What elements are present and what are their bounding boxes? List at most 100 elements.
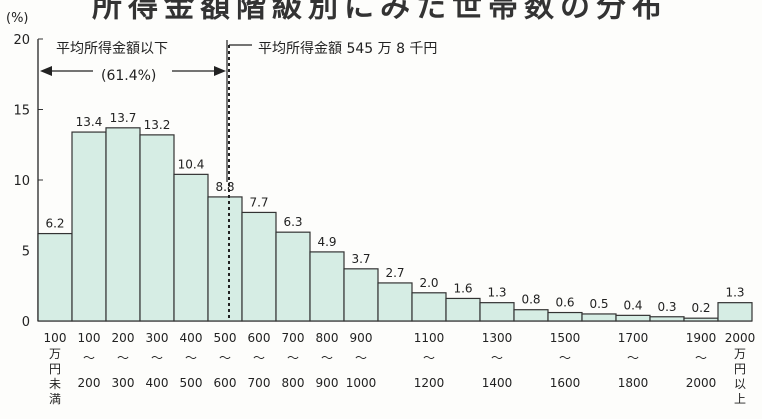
x-tick-label-bottom: 1800 <box>618 376 649 390</box>
value-label: 1.3 <box>725 286 744 300</box>
x-tick-label-bottom: 500 <box>180 376 203 390</box>
x-tick-label-bottom: 400 <box>146 376 169 390</box>
below-average-label: 平均所得金額以下 <box>56 40 168 57</box>
value-label: 3.7 <box>351 252 370 266</box>
value-label: 4.9 <box>317 235 336 249</box>
bar <box>411 292 447 322</box>
x-tick-label-top: 1700 <box>618 331 649 345</box>
x-tick-label-bottom: 600 <box>214 376 237 390</box>
x-tick-label-range: 〜 <box>695 351 707 365</box>
bar <box>139 134 175 322</box>
y-tick-label: 5 <box>22 245 30 260</box>
bar <box>71 131 107 322</box>
x-tick-label-top: 100 <box>78 331 101 345</box>
x-tick-label-vertical: 以 <box>734 377 746 391</box>
bar <box>649 316 685 322</box>
value-label: 6.2 <box>45 217 64 231</box>
bar <box>207 196 243 322</box>
x-tick-label-top: 300 <box>146 331 169 345</box>
x-tick-label-top: 1900 <box>686 331 717 345</box>
x-tick-label-bottom: 1600 <box>550 376 581 390</box>
x-tick-label-range: 〜 <box>185 351 197 365</box>
x-tick-label-bottom: 900 <box>316 376 339 390</box>
bar <box>445 297 481 322</box>
bar <box>615 314 651 322</box>
x-tick-label-vertical: 上 <box>734 392 746 406</box>
value-label: 0.2 <box>691 301 710 315</box>
bar <box>173 173 209 322</box>
bar <box>275 231 311 322</box>
x-tick-label-top: 400 <box>180 331 203 345</box>
x-tick-label-range: 〜 <box>627 351 639 365</box>
x-tick-label-top: 2000 <box>725 331 756 345</box>
x-tick-label-top: 100 <box>44 331 67 345</box>
x-tick-label-bottom: 700 <box>248 376 271 390</box>
bar <box>241 211 277 322</box>
bar <box>309 251 345 322</box>
value-label: 0.4 <box>623 298 642 312</box>
value-label: 1.3 <box>487 286 506 300</box>
bar <box>105 127 141 322</box>
x-tick-label-bottom: 2000 <box>686 376 717 390</box>
annotations: 平均所得金額以下 (61.4%) 平均所得金額 545 万 8 千円 <box>37 40 437 321</box>
x-tick-label-top: 1500 <box>550 331 581 345</box>
value-label: 0.3 <box>657 300 676 314</box>
below-average-share: (61.4%) <box>101 68 156 84</box>
value-label: 13.7 <box>110 111 137 125</box>
x-tick-label-bottom: 200 <box>78 376 101 390</box>
value-label: 1.6 <box>453 281 472 295</box>
x-tick-label-range: 〜 <box>321 351 333 365</box>
bar <box>717 302 753 322</box>
x-tick-label-top: 1100 <box>414 331 445 345</box>
y-tick-label: 20 <box>13 33 30 48</box>
x-tick-label-range: 〜 <box>219 351 231 365</box>
x-tick-label-range: 〜 <box>117 351 129 365</box>
x-tick-label-vertical: 未 <box>49 377 61 391</box>
x-tick-label-range: 〜 <box>491 351 503 365</box>
x-tick-label-vertical: 万 <box>49 347 61 361</box>
chart-title: 所得金額階級別にみた世帯数の分布 <box>92 0 668 25</box>
value-label: 8.8 <box>215 180 234 194</box>
value-label: 0.6 <box>555 296 574 310</box>
value-label: 13.4 <box>76 115 103 129</box>
value-label: 2.7 <box>385 266 404 280</box>
x-tick-label-top: 1300 <box>482 331 513 345</box>
bracket-arrow-right-head <box>214 66 226 76</box>
bracket-arrow-left-head <box>40 66 52 76</box>
y-unit-label: (%) <box>6 11 29 26</box>
average-income-label: 平均所得金額 545 万 8 千円 <box>258 40 437 57</box>
x-tick-label-bottom: 300 <box>112 376 135 390</box>
x-tick-label-top: 700 <box>282 331 305 345</box>
bar <box>479 302 515 322</box>
bar <box>343 268 379 322</box>
value-label: 2.0 <box>419 276 438 290</box>
bar <box>547 311 583 322</box>
bars: 6.2 13.4 13.7 13.2 10.4 8.8 7.7 6.3 4.9 3.7 2.7 2.0… <box>37 111 753 322</box>
bar <box>37 232 73 322</box>
x-tick-label-range: 〜 <box>253 351 265 365</box>
x-tick-label-bottom: 800 <box>282 376 305 390</box>
x-tick-label-top: 800 <box>316 331 339 345</box>
value-label: 10.4 <box>178 157 205 171</box>
x-tick-label-bottom: 1000 <box>346 376 377 390</box>
bar <box>377 282 413 322</box>
x-tick-label-top: 600 <box>248 331 271 345</box>
x-tick-label-bottom: 1400 <box>482 376 513 390</box>
x-tick-label-range: 〜 <box>423 351 435 365</box>
bar <box>513 309 549 322</box>
x-tick-label-bottom: 1200 <box>414 376 445 390</box>
x-tick-label-vertical: 満 <box>49 392 61 406</box>
x-tick-label-vertical: 円 <box>734 362 746 376</box>
bar <box>581 313 617 322</box>
value-label: 6.3 <box>283 215 302 229</box>
x-tick-label-range: 〜 <box>151 351 163 365</box>
x-tick-label-top: 500 <box>214 331 237 345</box>
value-label: 7.7 <box>249 195 268 209</box>
y-tick-label: 0 <box>22 315 30 330</box>
x-tick-label-range: 〜 <box>83 351 95 365</box>
x-tick-label-top: 900 <box>350 331 373 345</box>
y-tick-label: 10 <box>13 174 30 189</box>
value-label: 13.2 <box>144 118 171 132</box>
